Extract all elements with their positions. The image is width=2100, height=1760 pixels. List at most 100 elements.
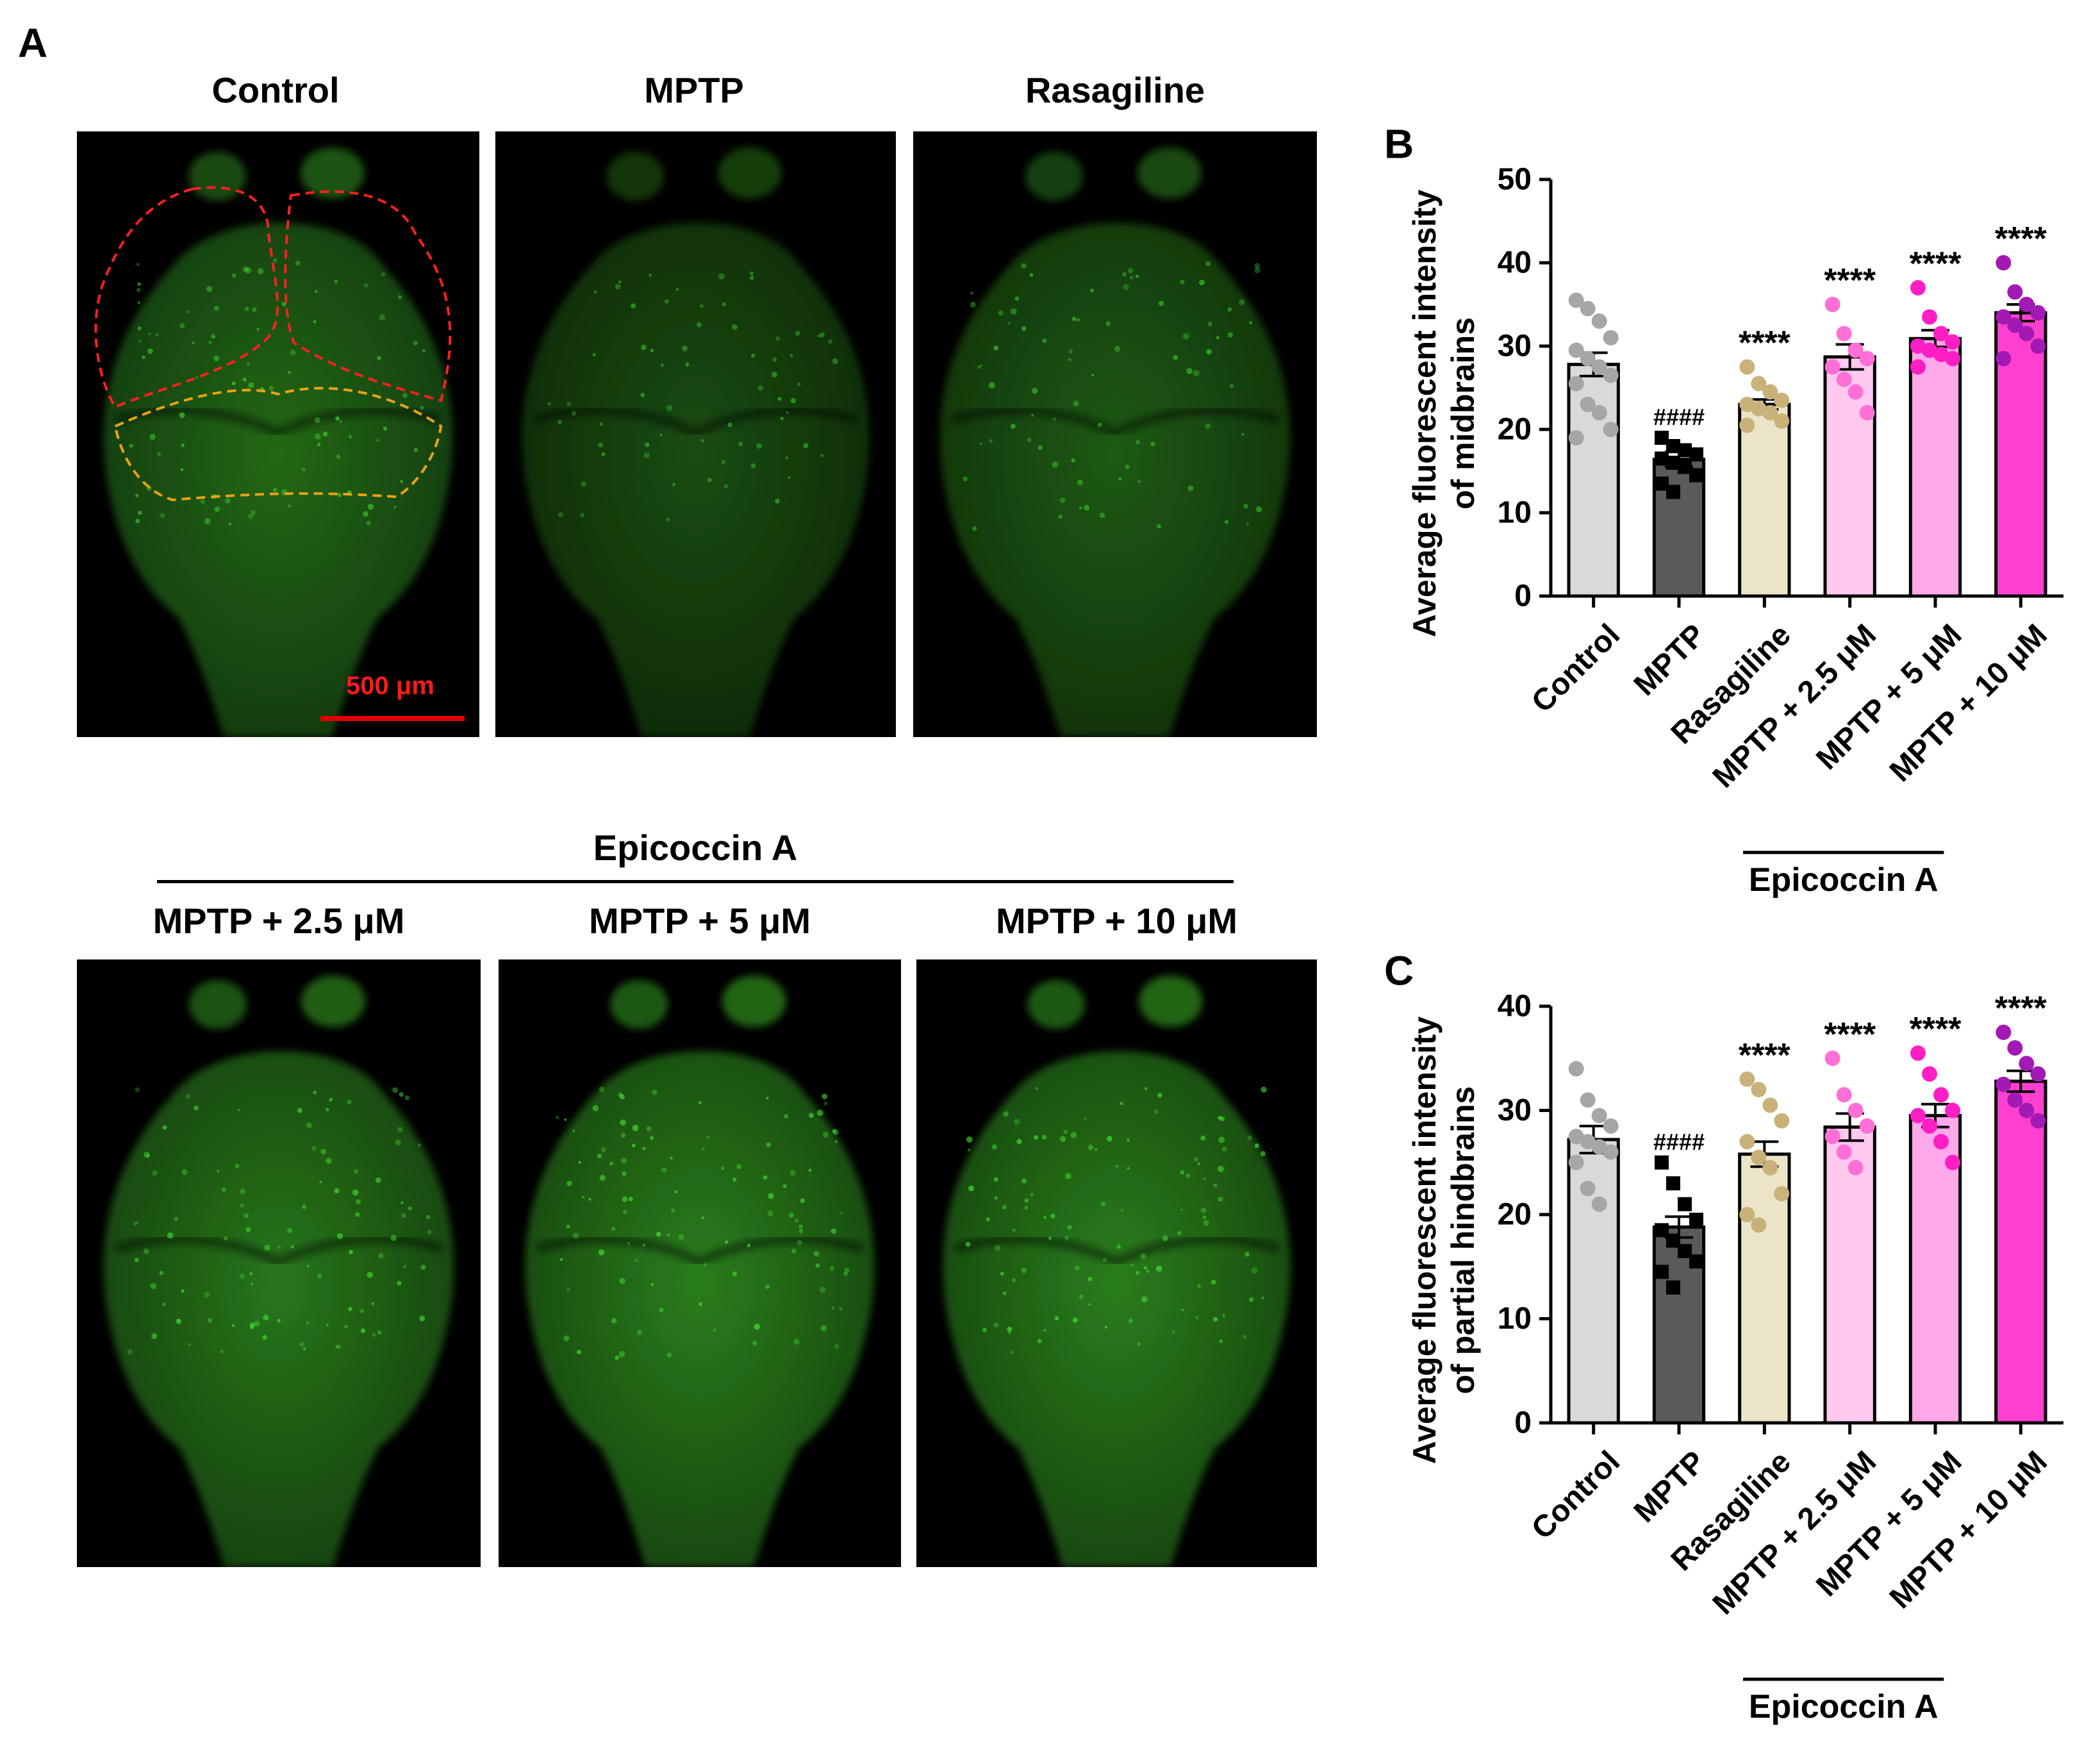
data-point <box>2019 1102 2035 1118</box>
x-tick-label: MPTP + 10 μM <box>1883 1445 2054 1615</box>
data-point <box>1996 309 2012 325</box>
data-point <box>2007 317 2023 333</box>
y-tick-label: 30 <box>1498 1093 1532 1127</box>
data-point <box>2007 1092 2023 1108</box>
data-point <box>2030 305 2046 320</box>
data-point <box>1568 292 1584 308</box>
significance-label: **** <box>1739 325 1791 362</box>
y-tick-label: 20 <box>1498 413 1532 447</box>
data-point <box>1580 1181 1596 1197</box>
y-tick-label: 10 <box>1498 1302 1532 1336</box>
bar-4 <box>1908 336 1962 598</box>
data-point <box>1824 1050 1840 1067</box>
y-tick-label: 50 <box>1498 163 1532 197</box>
data-point <box>1848 342 1864 358</box>
data-point <box>1603 1118 1619 1134</box>
x-tick-label: Control <box>1525 618 1626 719</box>
data-point <box>1836 1087 1852 1103</box>
data-point <box>1751 1149 1767 1165</box>
data-point <box>1762 1159 1778 1175</box>
data-point <box>2030 338 2046 354</box>
data-point <box>1910 359 1926 375</box>
data-point <box>1666 1176 1680 1191</box>
bar-0 <box>1567 1138 1620 1425</box>
data-point <box>1591 359 1607 375</box>
data-point <box>1689 447 1703 461</box>
significance-label: **** <box>1995 220 2047 258</box>
epicoccin-group-line <box>157 880 1234 883</box>
data-point <box>1580 351 1596 367</box>
brain-image-control <box>77 131 479 737</box>
data-point <box>2019 1056 2035 1072</box>
data-point <box>1580 397 1596 412</box>
x-tick-label: Control <box>1525 1445 1626 1546</box>
data-point <box>1922 342 1937 358</box>
data-point <box>1922 1118 1937 1134</box>
brain-image-rasagiline <box>913 131 1317 737</box>
data-point <box>2019 326 2035 342</box>
data-point <box>1580 1092 1596 1108</box>
data-point <box>1774 1113 1790 1129</box>
data-point <box>1689 468 1703 483</box>
data-point <box>1848 1159 1864 1175</box>
title-rasagiline: Rasagiline <box>1025 70 1205 110</box>
data-point <box>1568 1129 1584 1145</box>
group-bracket-label: Epicoccin A <box>1749 861 1939 899</box>
data-point <box>1824 1129 1840 1145</box>
bar-0 <box>1567 363 1620 598</box>
data-point <box>1945 1154 1960 1170</box>
data-point <box>1603 330 1619 345</box>
data-point <box>1655 1265 1669 1279</box>
bar-5 <box>1994 1079 2047 1425</box>
data-point <box>1739 417 1755 433</box>
y-tick-label: 30 <box>1498 329 1532 363</box>
y-axis-label: Average fluorescent intensityof midbrain… <box>1407 190 1481 638</box>
x-tick-label: MPTP <box>1628 618 1712 702</box>
chart-b-midbrains: B 0 10 20 30 40 50 Average fluorescent intensit… <box>1384 120 2063 899</box>
epicoccin-group-title: Epicoccin A <box>593 827 798 868</box>
data-point <box>1945 1102 1960 1118</box>
data-point <box>1762 1097 1778 1113</box>
data-point <box>1655 431 1669 445</box>
data-point <box>1836 326 1852 342</box>
data-point <box>1580 1134 1596 1150</box>
data-point <box>1591 405 1607 420</box>
brain-image-mptp <box>495 131 896 737</box>
data-point <box>1655 476 1669 491</box>
x-tick-label: MPTP + 5 μM <box>1810 1445 1968 1603</box>
data-point <box>1996 1076 2012 1092</box>
data-point <box>1568 1061 1584 1077</box>
data-point <box>1739 1207 1755 1222</box>
significance-label: **** <box>1995 990 2047 1027</box>
chart-c-panel-label: C <box>1384 947 1414 993</box>
data-point <box>1910 338 1926 354</box>
data-point <box>1603 367 1619 383</box>
data-point <box>1666 1280 1680 1295</box>
significance-label: #### <box>1653 1129 1705 1155</box>
data-point <box>1933 326 1949 342</box>
data-point <box>2019 297 2035 312</box>
data-point <box>1739 359 1755 375</box>
data-point <box>1568 430 1584 445</box>
x-tick-label: MPTP <box>1628 1445 1712 1529</box>
y-axis-label-line: Average fluorescent intensity <box>1407 1017 1443 1465</box>
data-point <box>1678 460 1692 474</box>
brain-image-mptp-5 <box>499 959 901 1567</box>
scale-bar <box>320 716 465 721</box>
data-point <box>1751 401 1767 417</box>
data-point <box>1591 313 1607 329</box>
data-point <box>1762 384 1778 400</box>
data-point <box>1568 1154 1584 1170</box>
title-mptp-10: MPTP + 10 μM <box>995 901 1238 941</box>
data-point <box>1666 439 1680 453</box>
data-point <box>1910 1108 1926 1124</box>
data-point <box>1591 1139 1607 1155</box>
x-tick-label: MPTP + 5 μM <box>1810 618 1968 776</box>
data-point <box>1996 255 2012 270</box>
significance-label: **** <box>1824 1016 1876 1053</box>
data-point <box>1666 456 1680 470</box>
y-tick-label: 20 <box>1498 1198 1532 1232</box>
data-point <box>1848 384 1864 400</box>
data-point <box>1603 1144 1619 1160</box>
data-point <box>1824 359 1840 375</box>
